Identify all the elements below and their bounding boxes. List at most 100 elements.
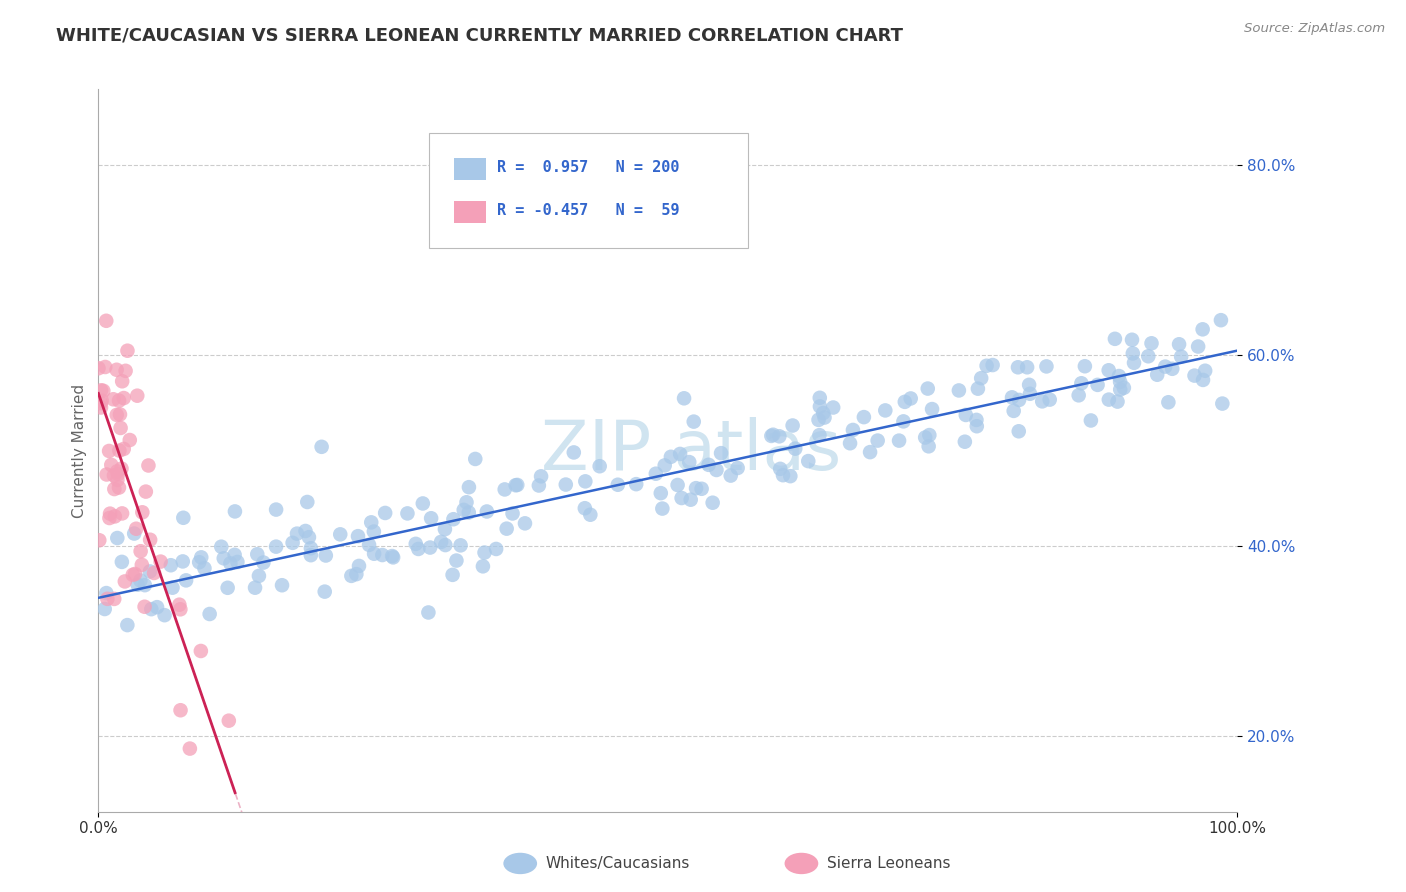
Point [108, 393, 131, 408]
Point [90, 384, 112, 398]
Point [894, 394, 917, 409]
Point [859, 445, 882, 459]
Point [139, 565, 162, 579]
Point [405, 537, 427, 551]
Point [970, 371, 993, 385]
Point [96, 586, 118, 600]
Point [685, 481, 707, 495]
Point [505, 478, 527, 492]
Point [371, 548, 394, 562]
Point [141, 602, 163, 616]
Point [797, 454, 820, 468]
Point [762, 427, 785, 442]
Point [475, 504, 498, 518]
Point [98, 511, 121, 525]
Point [94, 359, 117, 374]
Point [396, 507, 419, 521]
Point [967, 382, 990, 396]
Point [98, 444, 121, 458]
Point [1019, 386, 1042, 401]
Point [243, 581, 266, 595]
Point [921, 402, 943, 417]
Point [129, 544, 152, 558]
Point [1080, 413, 1102, 427]
Point [100, 458, 122, 472]
Point [107, 473, 129, 487]
Point [779, 469, 801, 483]
Point [651, 501, 673, 516]
Point [673, 392, 696, 406]
Point [121, 567, 143, 582]
Point [294, 524, 316, 538]
Point [252, 556, 274, 570]
Point [149, 555, 172, 569]
Point [111, 555, 134, 569]
Point [1209, 313, 1232, 327]
Point [953, 434, 976, 449]
Point [530, 469, 553, 483]
Point [264, 540, 287, 554]
Point [1074, 359, 1097, 374]
Point [887, 434, 910, 448]
Point [1039, 392, 1062, 407]
Point [727, 461, 749, 475]
Point [111, 507, 134, 521]
Point [456, 495, 478, 509]
Point [671, 491, 693, 505]
Point [666, 478, 689, 492]
Point [434, 538, 457, 552]
Point [112, 391, 135, 405]
Point [474, 545, 496, 559]
Point [1184, 368, 1206, 383]
Point [1192, 373, 1215, 387]
Point [169, 703, 191, 717]
Y-axis label: Currently Married: Currently Married [72, 384, 87, 517]
Point [224, 504, 246, 518]
Point [430, 535, 453, 549]
Point [1187, 339, 1209, 353]
Point [96, 314, 118, 328]
FancyBboxPatch shape [454, 202, 485, 223]
Point [710, 446, 733, 460]
Point [1067, 388, 1090, 402]
Point [209, 540, 232, 554]
Point [554, 477, 576, 491]
Point [314, 584, 336, 599]
Point [1098, 392, 1121, 407]
Point [1191, 322, 1213, 336]
Point [842, 423, 865, 437]
Point [948, 384, 970, 398]
Point [91, 384, 114, 398]
Point [103, 468, 125, 483]
Point [624, 477, 647, 491]
Point [852, 410, 875, 425]
Point [103, 482, 125, 496]
Point [1154, 359, 1177, 374]
Point [1035, 359, 1057, 374]
Point [720, 468, 742, 483]
Point [1007, 360, 1029, 375]
Point [131, 505, 153, 519]
Point [297, 495, 319, 509]
Point [1008, 392, 1031, 407]
Point [574, 501, 596, 516]
Point [344, 567, 367, 582]
Point [135, 484, 157, 499]
Point [117, 343, 139, 358]
Point [193, 561, 215, 575]
Point [412, 496, 434, 510]
Point [782, 418, 804, 433]
Point [1168, 337, 1191, 351]
Point [1112, 381, 1135, 395]
Point [98, 507, 121, 521]
Point [114, 574, 136, 589]
Point [768, 429, 790, 443]
Point [179, 741, 201, 756]
Point [650, 486, 672, 500]
Point [281, 536, 304, 550]
Point [1123, 356, 1146, 370]
Point [1146, 368, 1168, 382]
Point [678, 455, 700, 469]
Point [976, 359, 998, 373]
Point [458, 480, 481, 494]
